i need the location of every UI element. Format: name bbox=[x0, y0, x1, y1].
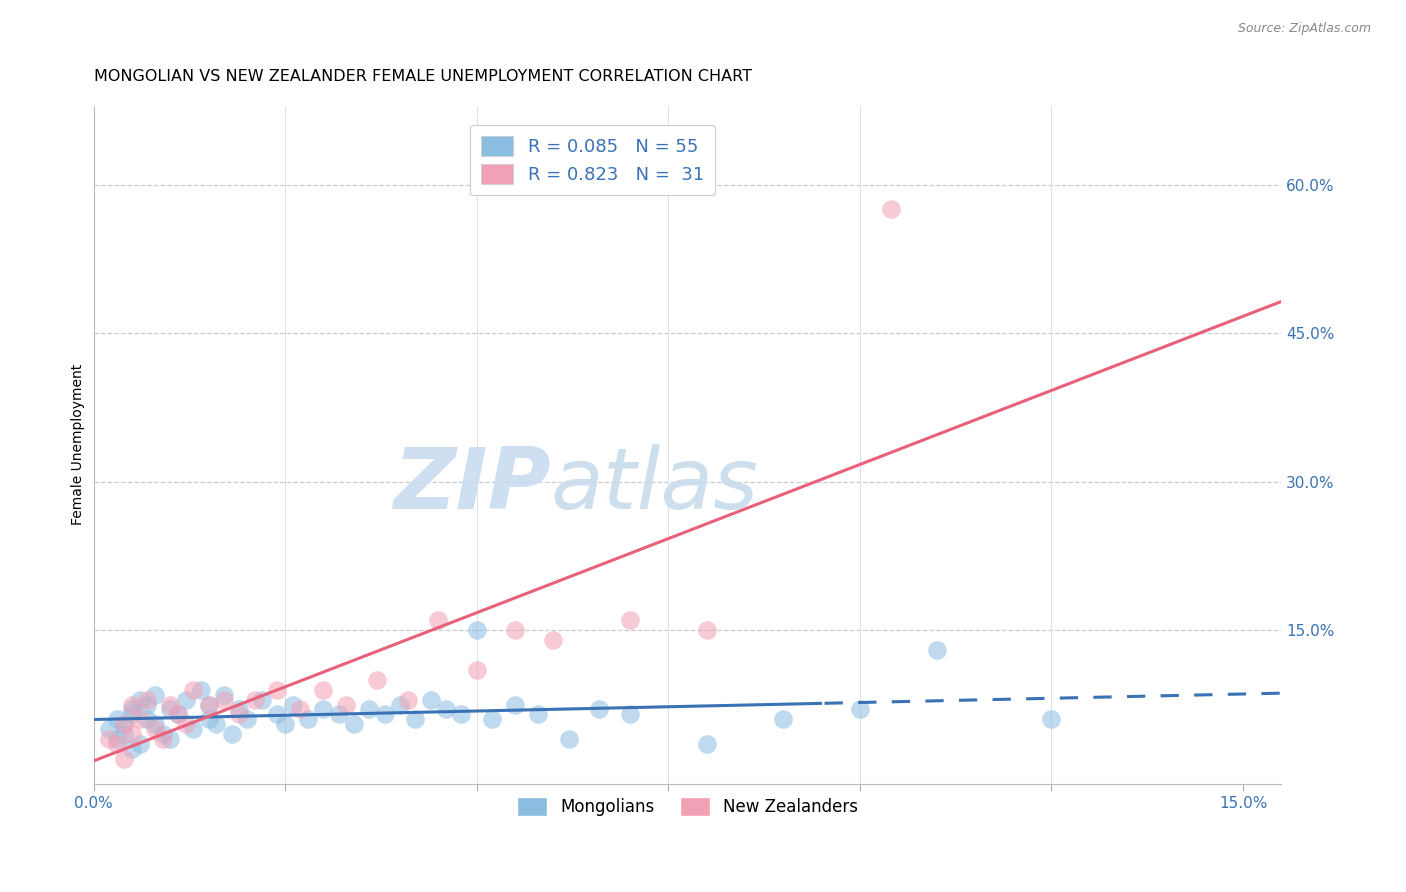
Point bbox=[312, 702, 335, 716]
Point bbox=[159, 702, 181, 716]
Point bbox=[266, 707, 288, 722]
Point bbox=[143, 723, 166, 737]
Point bbox=[174, 717, 197, 731]
Point bbox=[112, 717, 135, 731]
Point bbox=[143, 717, 166, 731]
Point bbox=[121, 707, 143, 722]
Point bbox=[879, 202, 901, 217]
Point bbox=[290, 702, 312, 716]
Point bbox=[359, 702, 381, 716]
Point bbox=[128, 737, 150, 751]
Point bbox=[136, 692, 159, 706]
Point bbox=[212, 688, 235, 702]
Point bbox=[543, 633, 565, 648]
Point bbox=[243, 692, 266, 706]
Text: ZIP: ZIP bbox=[394, 444, 551, 527]
Point bbox=[250, 692, 273, 706]
Point bbox=[174, 692, 197, 706]
Point bbox=[167, 707, 190, 722]
Point bbox=[212, 692, 235, 706]
Point bbox=[465, 624, 488, 638]
Point bbox=[374, 707, 396, 722]
Point bbox=[343, 717, 366, 731]
Point bbox=[335, 698, 357, 712]
Point bbox=[152, 732, 174, 747]
Text: atlas: atlas bbox=[551, 444, 759, 527]
Point bbox=[112, 717, 135, 731]
Text: MONGOLIAN VS NEW ZEALANDER FEMALE UNEMPLOYMENT CORRELATION CHART: MONGOLIAN VS NEW ZEALANDER FEMALE UNEMPL… bbox=[94, 69, 752, 84]
Point bbox=[481, 712, 503, 726]
Point bbox=[297, 712, 319, 726]
Point bbox=[197, 698, 219, 712]
Point bbox=[121, 727, 143, 741]
Point bbox=[128, 712, 150, 726]
Point bbox=[619, 707, 641, 722]
Point bbox=[274, 717, 297, 731]
Point bbox=[128, 692, 150, 706]
Point bbox=[136, 712, 159, 726]
Point bbox=[105, 732, 128, 747]
Point bbox=[1040, 712, 1063, 726]
Point bbox=[105, 737, 128, 751]
Point bbox=[503, 698, 526, 712]
Point bbox=[228, 702, 250, 716]
Point bbox=[696, 624, 718, 638]
Point bbox=[588, 702, 610, 716]
Point bbox=[404, 712, 426, 726]
Point bbox=[181, 723, 204, 737]
Point bbox=[121, 702, 143, 716]
Point bbox=[427, 613, 450, 627]
Point bbox=[181, 682, 204, 697]
Y-axis label: Female Unemployment: Female Unemployment bbox=[72, 364, 86, 525]
Point bbox=[121, 698, 143, 712]
Point bbox=[557, 732, 579, 747]
Point bbox=[328, 707, 350, 722]
Point bbox=[503, 624, 526, 638]
Point bbox=[197, 698, 219, 712]
Point bbox=[197, 712, 219, 726]
Point bbox=[396, 692, 419, 706]
Point bbox=[159, 698, 181, 712]
Point bbox=[205, 717, 228, 731]
Point bbox=[849, 702, 872, 716]
Point bbox=[389, 698, 412, 712]
Point bbox=[221, 727, 243, 741]
Point bbox=[434, 702, 457, 716]
Point bbox=[281, 698, 304, 712]
Point bbox=[236, 712, 259, 726]
Point bbox=[312, 682, 335, 697]
Point bbox=[772, 712, 794, 726]
Point bbox=[228, 707, 250, 722]
Point bbox=[167, 707, 190, 722]
Point bbox=[159, 732, 181, 747]
Legend: Mongolians, New Zealanders: Mongolians, New Zealanders bbox=[510, 790, 865, 823]
Point bbox=[419, 692, 441, 706]
Point bbox=[112, 752, 135, 766]
Point bbox=[266, 682, 288, 697]
Point bbox=[143, 688, 166, 702]
Text: Source: ZipAtlas.com: Source: ZipAtlas.com bbox=[1237, 22, 1371, 36]
Point bbox=[190, 682, 212, 697]
Point bbox=[696, 737, 718, 751]
Point bbox=[121, 742, 143, 756]
Point bbox=[97, 723, 120, 737]
Point bbox=[136, 698, 159, 712]
Point bbox=[152, 727, 174, 741]
Point bbox=[97, 732, 120, 747]
Point bbox=[527, 707, 550, 722]
Point bbox=[450, 707, 472, 722]
Point bbox=[925, 643, 948, 657]
Point bbox=[465, 663, 488, 677]
Point bbox=[366, 673, 388, 687]
Point bbox=[105, 712, 128, 726]
Point bbox=[619, 613, 641, 627]
Point bbox=[112, 727, 135, 741]
